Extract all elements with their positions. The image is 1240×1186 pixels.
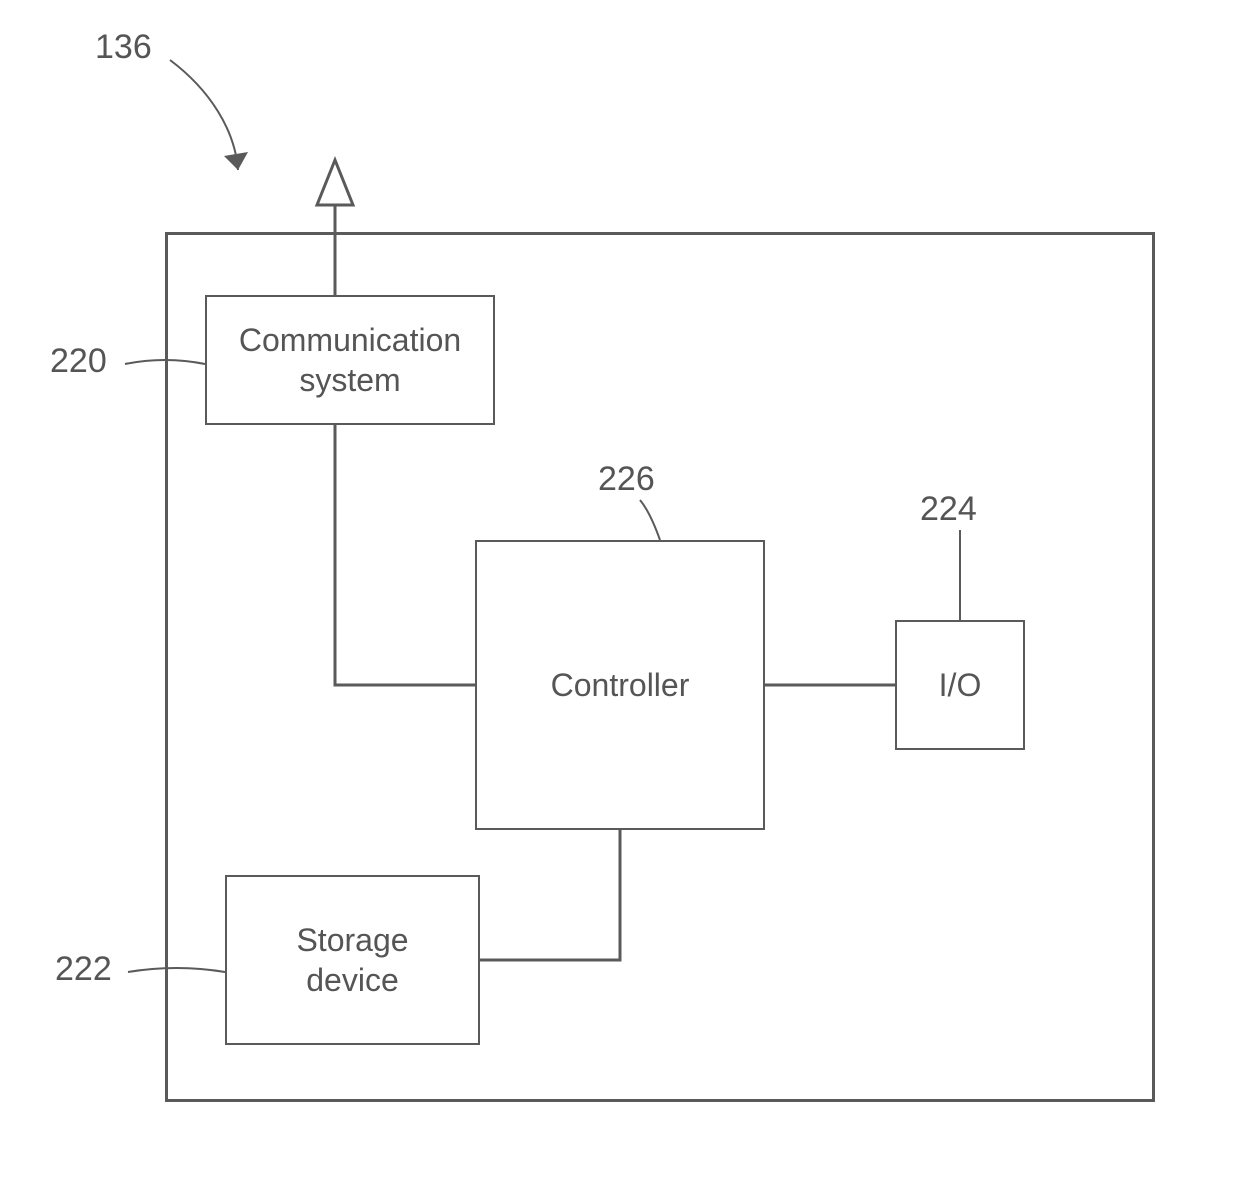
pointer-arrow [170, 60, 248, 170]
ref-222: 222 [55, 950, 112, 989]
node-communication-system: Communicationsystem [205, 295, 495, 425]
node-label: Communicationsystem [239, 320, 461, 400]
node-label: Storagedevice [296, 920, 408, 1000]
node-storage-device: Storagedevice [225, 875, 480, 1045]
antenna-icon [317, 160, 353, 205]
node-label: Controller [551, 667, 690, 704]
node-io: I/O [895, 620, 1025, 750]
ref-136: 136 [95, 28, 152, 67]
ref-224: 224 [920, 490, 977, 529]
ref-226: 226 [598, 460, 655, 499]
ref-220: 220 [50, 342, 107, 381]
diagram-canvas: Communicationsystem Controller I/O Stora… [0, 0, 1240, 1186]
node-controller: Controller [475, 540, 765, 830]
node-label: I/O [939, 667, 982, 704]
